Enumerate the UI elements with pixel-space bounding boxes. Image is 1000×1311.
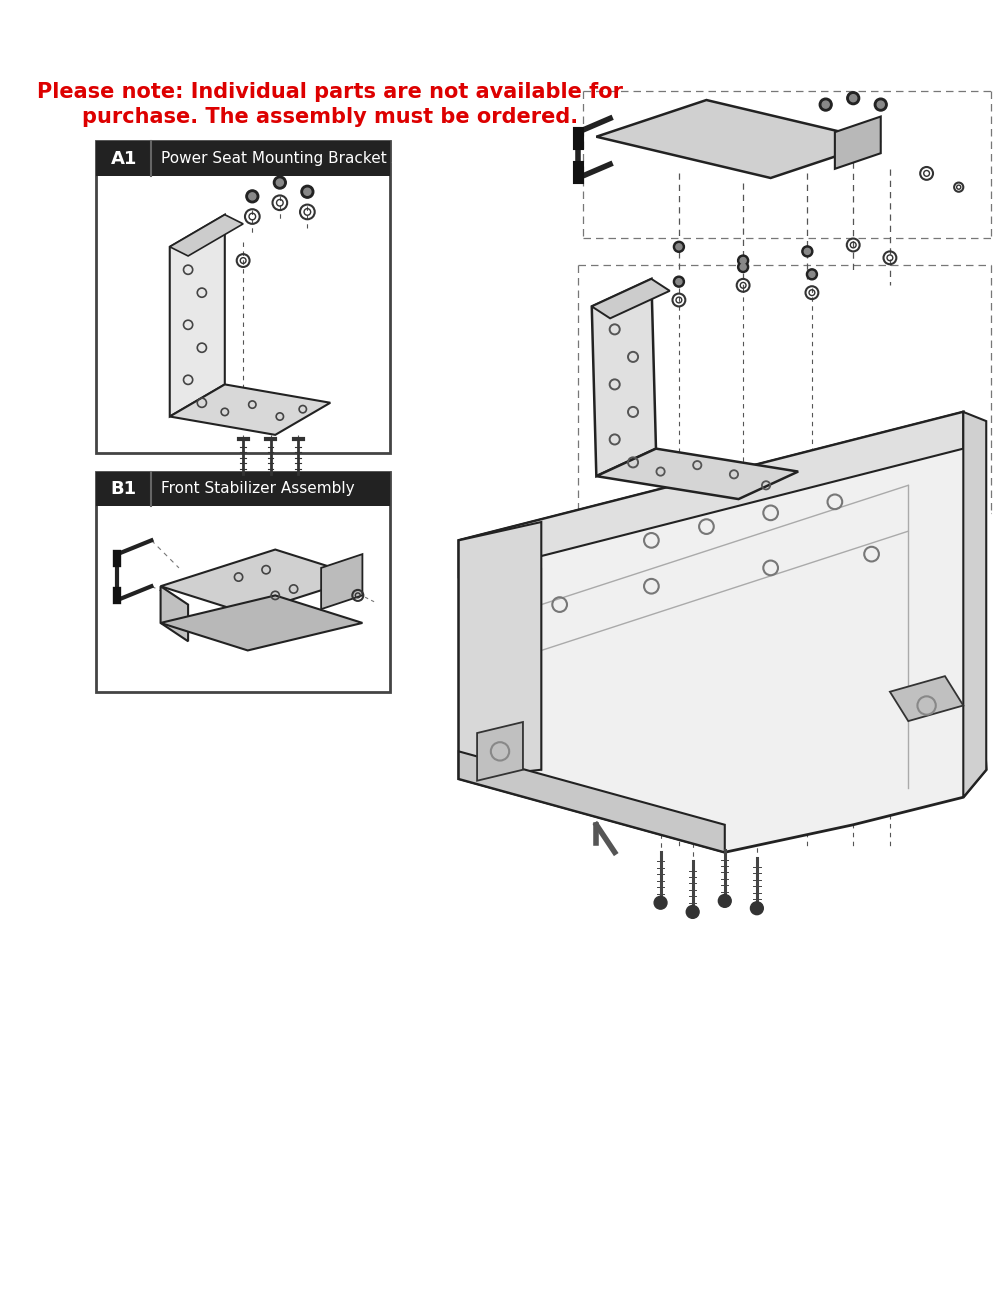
Circle shape [740,257,746,264]
Circle shape [673,277,684,287]
Polygon shape [459,751,725,852]
Polygon shape [963,412,986,797]
Circle shape [804,248,810,254]
Circle shape [738,261,749,273]
Circle shape [246,190,259,203]
Polygon shape [161,586,188,641]
Circle shape [676,279,682,284]
Circle shape [877,101,884,108]
Circle shape [276,180,283,186]
Polygon shape [890,676,963,721]
Bar [96,142,390,176]
Circle shape [806,269,817,279]
Polygon shape [161,595,362,650]
Polygon shape [596,100,881,178]
Circle shape [249,193,256,199]
Circle shape [738,256,749,266]
Polygon shape [592,279,656,476]
Polygon shape [170,215,243,256]
Text: Power Seat Mounting Bracket Assembly: Power Seat Mounting Bracket Assembly [161,151,465,166]
Polygon shape [161,549,362,614]
Polygon shape [477,722,523,781]
Text: B1: B1 [111,480,137,498]
Text: Please note: Individual parts are not available for: Please note: Individual parts are not av… [37,81,623,102]
Polygon shape [835,117,881,169]
Polygon shape [596,448,798,499]
Bar [96,472,390,692]
Circle shape [273,176,286,189]
Circle shape [809,271,815,278]
Text: purchase. The assembly must be ordered.: purchase. The assembly must be ordered. [82,108,578,127]
Polygon shape [592,279,670,319]
Polygon shape [170,384,330,435]
Circle shape [822,101,829,108]
Circle shape [654,897,667,909]
Text: A1: A1 [111,149,137,168]
Circle shape [676,244,682,250]
Bar [96,472,390,506]
Circle shape [847,92,860,105]
Circle shape [874,98,887,111]
Text: Front Stabilizer Assembly: Front Stabilizer Assembly [161,481,354,497]
Circle shape [850,94,857,102]
Circle shape [819,98,832,111]
Circle shape [802,246,813,257]
Circle shape [750,902,763,915]
Polygon shape [459,412,963,577]
Polygon shape [170,215,225,417]
Circle shape [673,241,684,252]
Polygon shape [459,412,986,852]
Circle shape [301,185,314,198]
Bar [96,142,390,454]
Circle shape [304,189,311,195]
Polygon shape [459,522,541,779]
Circle shape [740,264,746,270]
Circle shape [686,906,699,918]
Circle shape [718,894,731,907]
Polygon shape [321,555,362,610]
